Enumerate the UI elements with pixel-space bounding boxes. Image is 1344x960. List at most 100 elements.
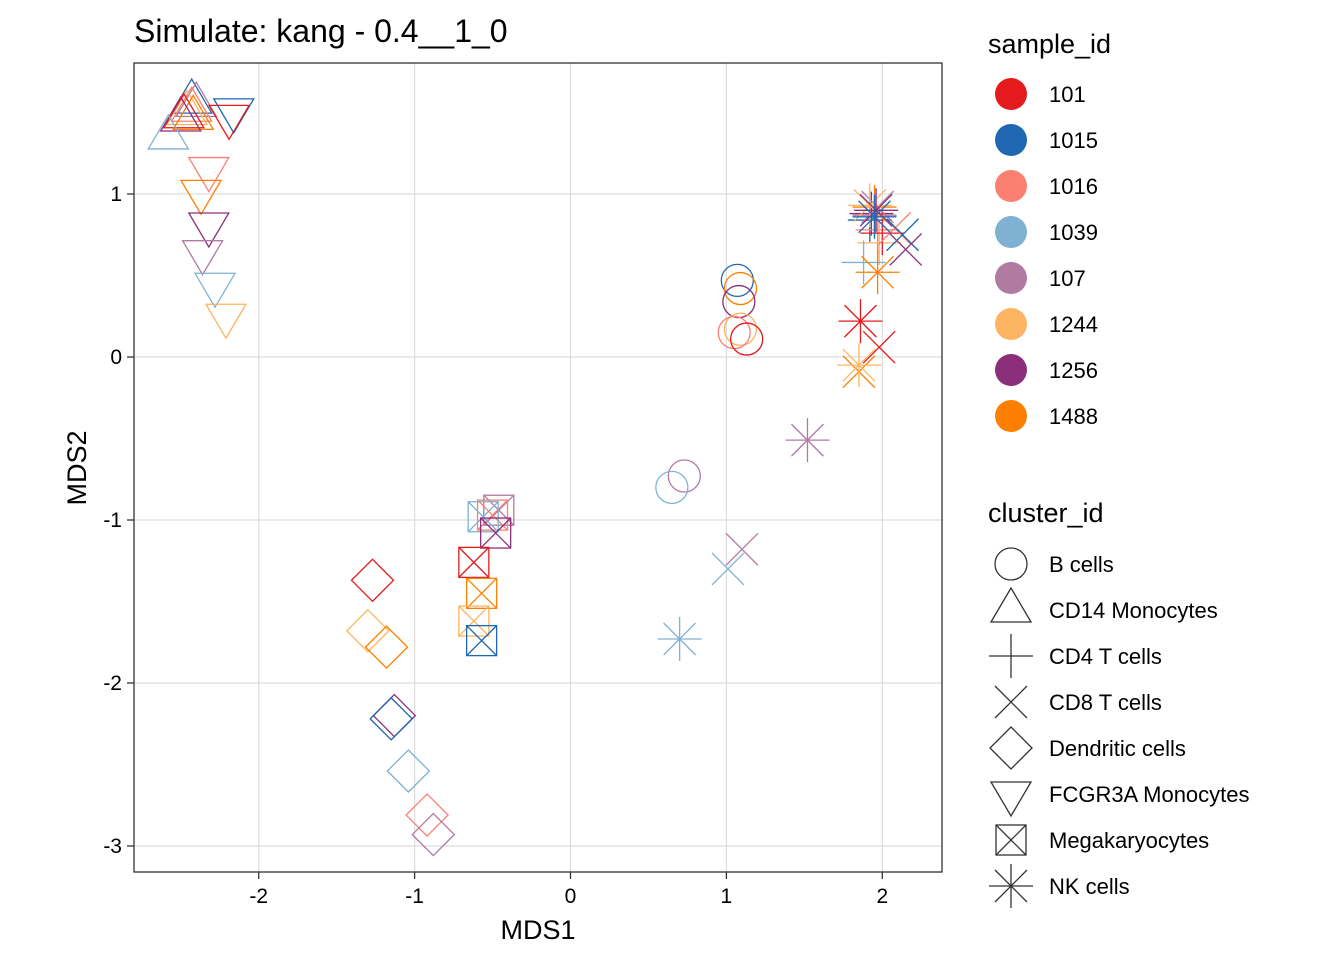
data-point [364, 625, 409, 670]
legend-item-cluster: NK cells [989, 864, 1130, 908]
legend-label: 101 [1049, 82, 1086, 107]
data-point [667, 459, 701, 493]
legend-item-sample: 1256 [995, 354, 1098, 386]
legend-label: CD14 Monocytes [1049, 598, 1218, 623]
data-point [175, 81, 218, 117]
shape-legend-title: cluster_id [988, 498, 1104, 528]
data-point [480, 517, 512, 549]
y-axis-title: MDS2 [62, 430, 92, 505]
data-point [723, 271, 758, 306]
chart-title: Simulate: kang - 0.4__1_0 [134, 13, 508, 49]
data-point [465, 577, 498, 609]
data-point [862, 330, 896, 364]
data-point [730, 322, 764, 356]
legend-shape [989, 726, 1033, 770]
legend-swatch [995, 170, 1027, 202]
legend-label: FCGR3A Monocytes [1049, 782, 1250, 807]
data-point [181, 240, 224, 276]
data-point [159, 95, 202, 132]
plot-panel [133, 62, 943, 873]
legend-item-sample: 101 [995, 78, 1086, 110]
x-tick-label: 2 [876, 885, 888, 908]
legend-item-cluster: Megakaryocytes [995, 824, 1209, 856]
grid [134, 63, 942, 872]
legend-label: CD8 T cells [1049, 690, 1162, 715]
legend-swatch [995, 354, 1027, 386]
legend-swatch [995, 124, 1027, 156]
x-tick-label: -2 [249, 885, 268, 908]
data-point [405, 793, 449, 837]
data-point [711, 552, 745, 586]
y-tick-label: 0 [110, 346, 122, 369]
data-point [725, 532, 759, 566]
legend-label: B cells [1049, 552, 1114, 577]
legend-item-cluster: CD14 Monocytes [989, 586, 1218, 623]
legend-label: 1039 [1049, 220, 1098, 245]
legend-shape [989, 586, 1033, 623]
legend-label: 1488 [1049, 404, 1098, 429]
data-point [350, 558, 395, 603]
legend-label: 1016 [1049, 174, 1098, 199]
data-point [467, 501, 499, 533]
data-point [179, 179, 223, 216]
data-point [345, 608, 390, 653]
legend-label: 1256 [1049, 358, 1098, 383]
data-point [458, 605, 490, 637]
data-point [204, 303, 248, 340]
x-axis-title: MDS1 [500, 915, 575, 945]
data-point [889, 232, 923, 266]
data-point [785, 418, 830, 463]
legend-swatch [995, 216, 1027, 248]
data-point [172, 94, 215, 131]
legend-item-cluster: CD4 T cells [989, 634, 1162, 678]
data-point [720, 263, 754, 298]
data-point [836, 343, 881, 388]
legend-label: Dendritic cells [1049, 736, 1186, 761]
legend-item-cluster: Dendritic cells [989, 726, 1186, 770]
y-tick-label: -1 [103, 509, 122, 532]
legend-label: 1015 [1049, 128, 1098, 153]
legend-swatch [995, 400, 1027, 432]
data-point [655, 470, 689, 505]
legend-item-sample: 1244 [995, 308, 1098, 340]
legend-item-sample: 107 [995, 262, 1086, 294]
legend-swatch [995, 78, 1027, 110]
data-point [465, 624, 498, 657]
legend-item-cluster: CD8 T cells [994, 685, 1162, 719]
data-point [852, 194, 897, 239]
legend-item-sample: 1039 [995, 216, 1098, 248]
legend-label: CD4 T cells [1049, 644, 1162, 669]
legend-label: NK cells [1049, 874, 1130, 899]
data-point [207, 104, 251, 141]
data-point [854, 188, 899, 233]
legend-shape [995, 824, 1027, 856]
data-point [170, 77, 213, 114]
data-point [369, 696, 414, 741]
data-point [162, 92, 206, 129]
legend-shape [994, 547, 1028, 581]
legend-item-sample: 1016 [995, 170, 1098, 202]
legend-label: Megakaryocytes [1049, 828, 1209, 853]
y-tick-label: -2 [103, 672, 122, 695]
data-point [165, 89, 209, 126]
data-point [657, 616, 702, 661]
data-point [170, 85, 213, 122]
legend-shape [994, 685, 1028, 719]
data-point [847, 183, 892, 228]
legend-shape [989, 634, 1033, 678]
color-legend-title: sample_id [988, 29, 1111, 59]
legend-label: 1244 [1049, 312, 1098, 337]
data-point [411, 812, 456, 857]
data-point [458, 546, 490, 579]
data-point [886, 218, 920, 252]
data-point [187, 156, 230, 193]
data-point [838, 299, 883, 344]
data-point [386, 749, 431, 793]
data-points [147, 77, 923, 857]
legend-shape [989, 781, 1033, 818]
data-point [861, 190, 895, 224]
axes: -2 -1 0 1 2 -3 -2 -1 0 1 [103, 183, 888, 908]
legend-swatch [995, 308, 1027, 340]
legend-item-cluster: B cells [994, 547, 1114, 581]
